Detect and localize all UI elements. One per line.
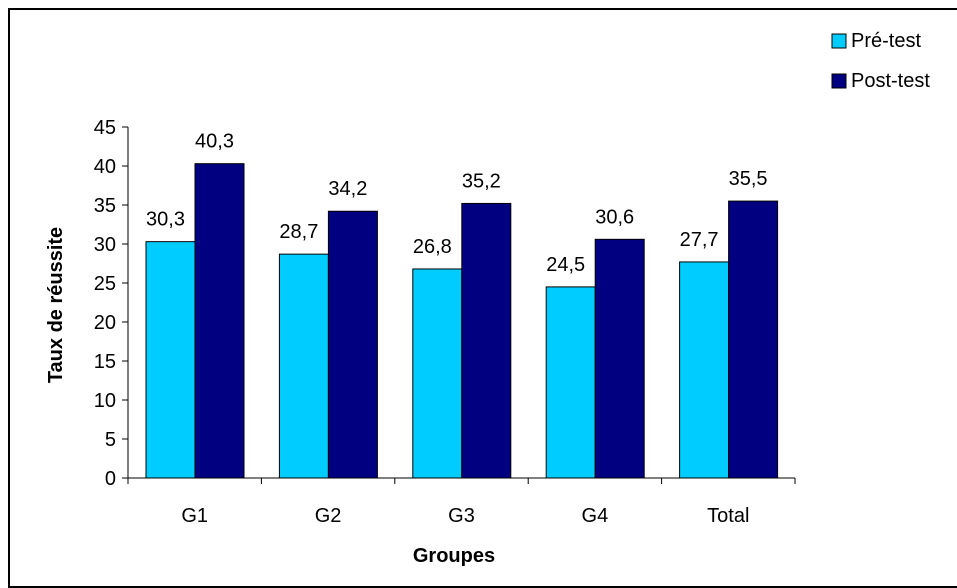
- bar-pre-test-g1: [145, 241, 196, 479]
- bar-post-test-g2: [327, 210, 378, 479]
- y-tick-label: 35: [94, 195, 116, 217]
- y-tick-label: 45: [94, 117, 116, 139]
- legend-label-pre-test: Pré-test: [851, 30, 921, 52]
- x-tick-label: G2: [315, 505, 342, 527]
- data-label: 28,7: [279, 221, 318, 243]
- bar-pre-test-total: [679, 261, 730, 479]
- data-label: 26,8: [413, 236, 452, 258]
- y-tick-label: 0: [105, 468, 116, 490]
- x-axis-title: Groupes: [413, 545, 495, 567]
- y-tick-label: 10: [94, 390, 116, 412]
- x-tick-label: G3: [448, 505, 475, 527]
- data-label: 34,2: [328, 178, 367, 200]
- y-tick-label: 5: [105, 429, 116, 451]
- axes-layer: [122, 126, 796, 484]
- y-tick-label: 20: [94, 312, 116, 334]
- legend: Pré-test Post-test: [831, 30, 930, 92]
- y-axis-title: Taux de réussite: [45, 227, 67, 383]
- bar-pre-test-g2: [278, 253, 329, 479]
- x-tick-label: Total: [707, 505, 749, 527]
- y-tick-label: 25: [94, 273, 116, 295]
- data-label: 35,2: [462, 170, 501, 192]
- bar-pre-test-g3: [412, 268, 463, 479]
- legend-label-post-test: Post-test: [851, 70, 930, 92]
- legend-swatch-pre-test: [831, 33, 847, 49]
- legend-swatch-post-test: [831, 73, 847, 89]
- y-tick-label: 40: [94, 156, 116, 178]
- data-label: 27,7: [680, 229, 719, 251]
- data-label: 35,5: [729, 168, 768, 190]
- bar-post-test-total: [728, 200, 779, 479]
- bar-post-test-g1: [194, 163, 245, 479]
- y-tick-label: 30: [94, 234, 116, 256]
- bars-layer: [145, 163, 779, 479]
- bar-post-test-g3: [461, 202, 512, 479]
- y-tick-label: 15: [94, 351, 116, 373]
- x-tick-label: G4: [582, 505, 609, 527]
- data-label: 40,3: [195, 131, 234, 153]
- data-label: 30,6: [595, 206, 634, 228]
- x-tick-label: G1: [181, 505, 208, 527]
- data-label: 24,5: [546, 254, 585, 276]
- bar-pre-test-g4: [545, 286, 596, 479]
- labels-layer: 30,3 40,3 G1 28,7 34,2 G2 26,8 35,2 G3 24,5 30,6 G4…: [94, 117, 768, 527]
- data-label: 30,3: [146, 209, 185, 231]
- bar-post-test-g4: [594, 238, 645, 479]
